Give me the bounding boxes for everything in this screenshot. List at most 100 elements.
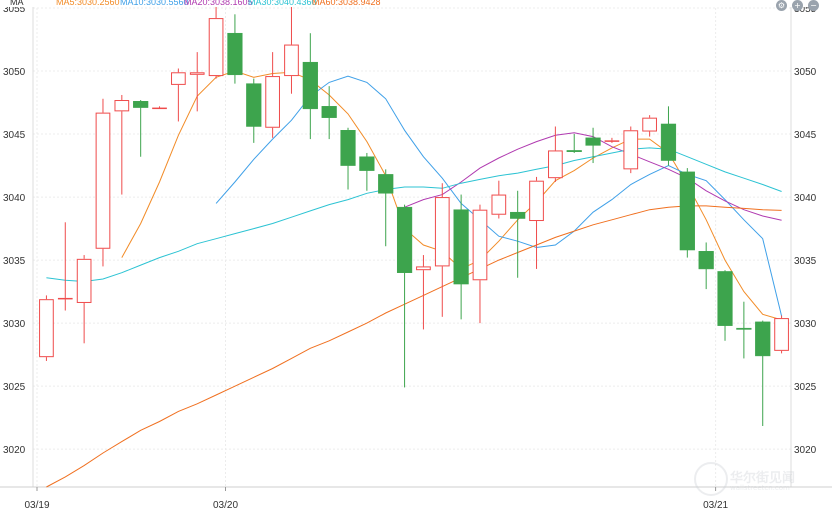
legend-item-ma: MA — [10, 0, 24, 7]
candle-body-up — [623, 130, 639, 170]
candle — [171, 68, 186, 122]
watermark: 华尔街见闻 wallstreetcn.com — [694, 458, 832, 498]
candle — [510, 190, 526, 278]
settings-button[interactable]: ⚙ — [776, 0, 787, 11]
candle-body-up — [95, 112, 111, 249]
x-tick-label: 03/21 — [703, 500, 728, 511]
candles — [39, 0, 789, 426]
candle-body-up — [114, 100, 130, 112]
candle — [133, 100, 149, 157]
y-tick-label-left: 3025 — [3, 382, 26, 393]
y-tick-label-left: 3020 — [3, 445, 26, 456]
candle-body-up — [472, 209, 488, 281]
candle-body-up — [604, 140, 620, 142]
watermark-subtext: wallstreetcn.com — [730, 484, 790, 492]
candle-body-down — [755, 321, 771, 357]
candle — [246, 78, 262, 143]
candle — [284, 0, 299, 94]
candle-body-down — [585, 137, 601, 146]
y-tick-label-left: 3050 — [3, 67, 26, 78]
y-tick-label-right: 3020 — [794, 445, 817, 456]
candle-body-up — [152, 107, 167, 110]
candle — [529, 176, 544, 269]
candle — [548, 126, 563, 182]
watermark-text: 华尔街见闻 — [730, 471, 796, 486]
candle-body-down — [510, 211, 526, 219]
y-tick-label-right: 3025 — [794, 382, 817, 393]
candle-body-up — [57, 297, 73, 300]
candle-body-up — [548, 150, 563, 179]
candle-body-down — [698, 251, 714, 270]
legend-item-ma20: MA20:3038.1605 — [184, 0, 253, 7]
legend-item-ma5: MA5:3030.2560 — [56, 0, 120, 7]
candle — [698, 242, 714, 290]
candle — [359, 152, 375, 191]
candle — [755, 320, 771, 426]
candle-body-up — [76, 258, 92, 303]
candle-body-down — [660, 123, 677, 161]
candle — [114, 94, 130, 195]
candle — [566, 134, 582, 153]
candle-body-down — [340, 130, 356, 166]
candle-body-down — [679, 171, 695, 251]
y-axis-right: 3055 3050 3045 3040 3035 3030 3025 3020 — [794, 4, 817, 456]
candle — [76, 255, 92, 344]
candle — [416, 255, 431, 330]
candle-body-up — [284, 44, 299, 77]
y-tick-label-left: 3035 — [3, 256, 26, 267]
candle — [321, 86, 337, 140]
annotations: ←3056.9300←3021.8400 — [312, 0, 832, 431]
candle-body-down — [453, 209, 469, 285]
y-tick-label-right: 3055 — [794, 4, 817, 15]
y-tick-label-right: 3035 — [794, 256, 817, 267]
y-tick-label-left: 3040 — [3, 193, 26, 204]
y-axis-left: 3055 3050 3045 3040 3035 3030 3025 3020 — [3, 4, 26, 456]
candle-body-down — [359, 156, 375, 171]
candle-body-up — [774, 318, 789, 351]
candle-body-up — [434, 197, 450, 267]
candle — [340, 127, 356, 190]
legend-item-ma30: MA30:3040.4360 — [248, 0, 317, 7]
candle-body-down — [227, 32, 243, 76]
candle-body-down — [717, 271, 733, 326]
zoom-out-button[interactable]: − — [808, 0, 819, 11]
candle-body-up — [189, 72, 205, 75]
watermark-logo-icon — [694, 462, 728, 496]
ma-line-ma60 — [46, 205, 782, 488]
candle-body-up — [265, 76, 280, 128]
candle — [774, 315, 789, 354]
candle-body-up — [171, 72, 186, 85]
candle — [189, 52, 205, 112]
legend-item-ma10: MA10:3030.5560 — [120, 0, 189, 7]
candle — [302, 33, 318, 140]
candle-body-down — [378, 174, 394, 194]
candle — [660, 106, 677, 166]
zoom-in-button[interactable]: + — [792, 0, 803, 11]
y-tick-label-right: 3050 — [794, 67, 817, 78]
y-tick-label-right: 3030 — [794, 319, 817, 330]
candle-body-down — [566, 150, 582, 152]
candle — [472, 204, 488, 324]
candle-body-up — [39, 299, 54, 358]
y-tick-label-left: 3030 — [3, 319, 26, 330]
candle — [491, 180, 507, 219]
candle — [95, 98, 111, 267]
candle-body-up — [529, 180, 544, 222]
candle — [396, 204, 413, 388]
ma-legend: MA MA5:3030.2560 MA10:3030.5560MA20:3038.1… — [0, 0, 832, 7]
candle — [604, 137, 620, 143]
candle-body-up — [208, 18, 224, 77]
candle — [736, 301, 752, 359]
candle-body-down — [302, 61, 318, 110]
x-axis: 03/19 03/20 03/21 — [24, 487, 729, 511]
candle — [57, 222, 73, 311]
candle — [717, 270, 733, 341]
candle — [434, 183, 450, 317]
candle-body-up — [416, 266, 431, 271]
candle — [152, 106, 167, 110]
y-tick-label-right: 3040 — [794, 193, 817, 204]
candle — [265, 52, 280, 138]
candle-body-up — [491, 194, 507, 215]
candle-body-down — [133, 101, 149, 108]
